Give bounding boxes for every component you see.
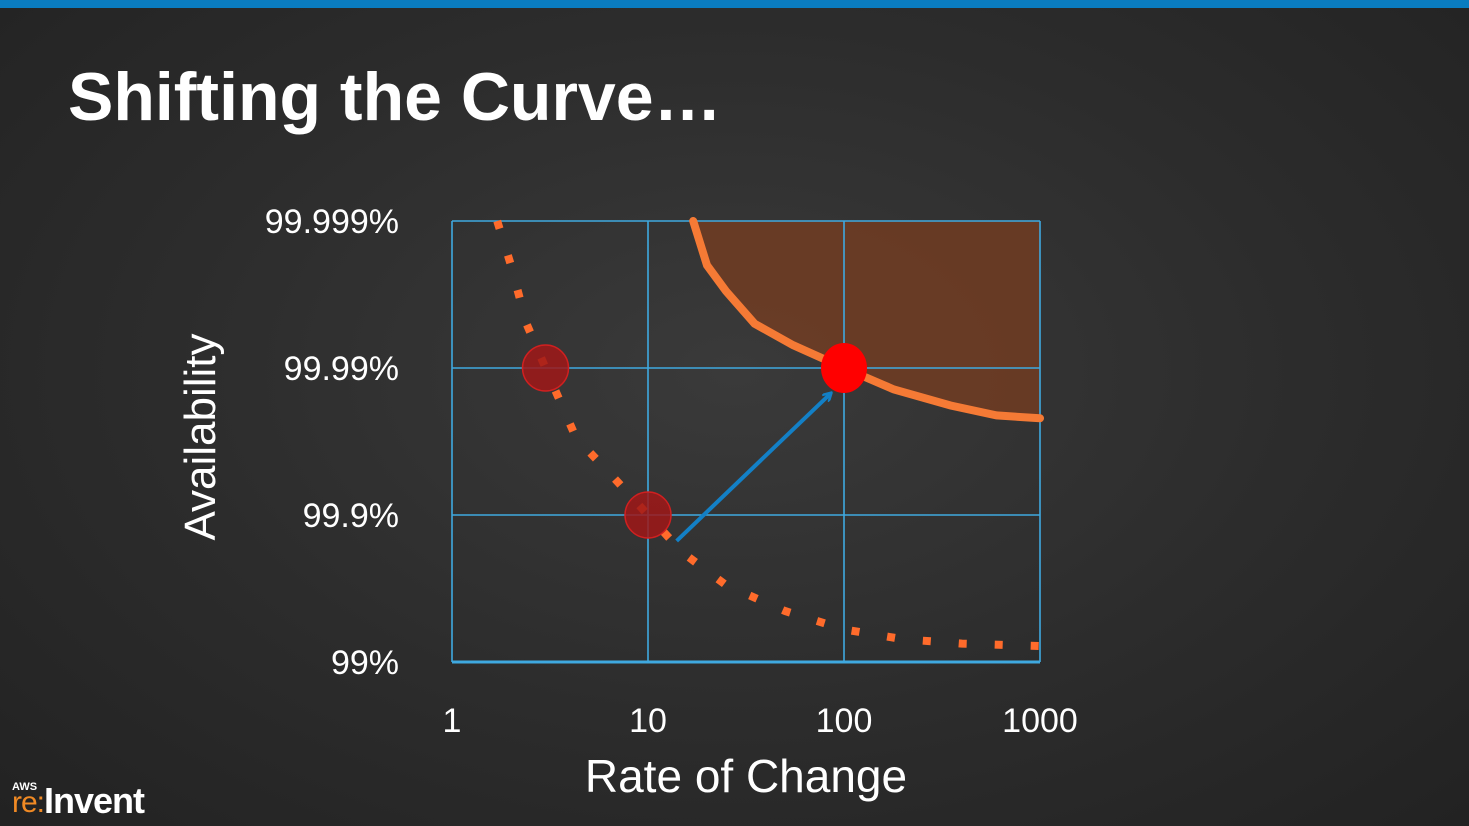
x-tick-label: 1000 [1002,702,1078,740]
logo-aws-text: AWS [12,781,38,793]
shift-arrow [675,394,831,543]
logo-invent-text: Invent [44,780,145,821]
reinvent-logo: AWS re: Invent [12,778,162,821]
faded-point-marker [521,344,570,392]
solid-curve [689,217,1044,423]
y-tick-label: 99.9% [303,497,399,535]
faded-point-marker [624,491,672,539]
y-tick-label: 99.999% [265,203,399,241]
slide-title: Shifting the Curve… [68,59,722,135]
x-tick-label: 100 [816,702,873,740]
logo-re-text: re: [12,786,45,819]
y-tick-label: 99% [331,644,399,682]
shaded-region [693,221,1040,419]
y-axis-label: Availability [176,333,225,540]
highlight-point-marker [821,343,867,393]
x-axis-label: Rate of Change [585,750,907,802]
top-accent-bar [0,0,1469,8]
dotted-curve [493,219,1041,651]
x-tick-label: 1 [443,702,462,740]
x-tick-label: 10 [629,702,667,740]
y-tick-label: 99.99% [284,350,399,388]
